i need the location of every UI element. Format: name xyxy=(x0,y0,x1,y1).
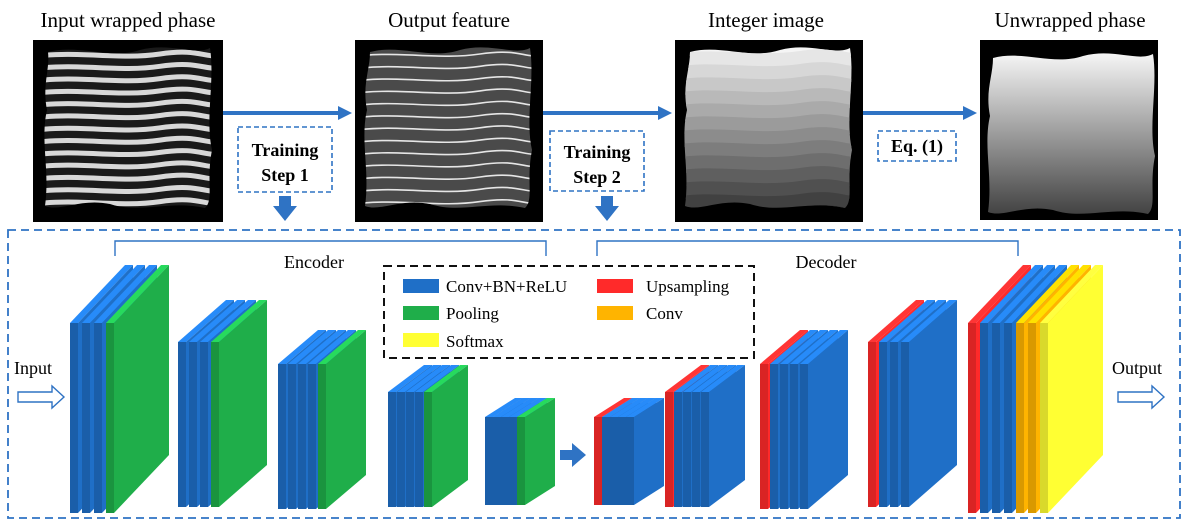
legend-swatch-softmax xyxy=(403,333,439,347)
eq-box: Eq. (1) xyxy=(877,130,957,162)
layer-slab xyxy=(901,300,957,507)
input-arrow-icon xyxy=(17,384,66,410)
feature-line xyxy=(364,198,532,205)
training-step-2-box: Training Step 2 xyxy=(549,130,645,192)
legend-label-upsampling: Upsampling xyxy=(646,277,730,296)
feature-line xyxy=(364,186,532,193)
wrapped-fringe xyxy=(44,98,212,108)
network-layers xyxy=(70,265,1103,513)
network-frame xyxy=(7,229,1181,519)
panel-title-input-wrapped-phase: Input wrapped phase xyxy=(41,8,216,32)
wrapped-fringe xyxy=(44,148,212,158)
layer-slab xyxy=(517,398,555,505)
legend-swatch-conv-bn-relu xyxy=(403,279,439,293)
layer-slab xyxy=(800,330,848,509)
training-step-1-line1: Training xyxy=(252,140,319,160)
arrow-integer-to-unwrapped xyxy=(863,106,977,120)
down-arrow-step-2 xyxy=(595,196,619,221)
training-step-2-line1: Training xyxy=(564,142,631,162)
layer-slab xyxy=(701,365,745,507)
layer-slab xyxy=(424,365,468,507)
training-step-1-box: Training Step 1 xyxy=(237,126,333,193)
bottleneck-arrow-icon xyxy=(560,443,586,467)
input-label: Input xyxy=(14,358,52,378)
panel-title-output-feature: Output feature xyxy=(388,8,510,32)
legend: Conv+BN+ReLU Upsampling Pooling Conv Sof… xyxy=(383,265,755,359)
training-step-1-line2: Step 1 xyxy=(261,165,309,185)
layer-slab xyxy=(318,330,366,509)
decoder-label: Decoder xyxy=(796,252,857,272)
feature-line xyxy=(364,137,532,144)
feature-line xyxy=(364,51,532,57)
layer-slab xyxy=(1040,265,1103,513)
arrow-input-to-feature xyxy=(223,106,352,120)
eq-label: Eq. (1) xyxy=(891,136,943,157)
legend-label-conv-bn-relu: Conv+BN+ReLU xyxy=(446,277,567,296)
legend-swatch-conv xyxy=(597,306,633,320)
feature-line xyxy=(364,174,532,180)
wrapped-fringe xyxy=(44,160,212,170)
panel-title-integer-image: Integer image xyxy=(708,8,824,32)
legend-label-conv: Conv xyxy=(646,304,683,323)
feature-line xyxy=(364,149,532,156)
feature-line xyxy=(364,100,532,107)
encoder-bracket: Encoder xyxy=(114,240,547,272)
layer-slab xyxy=(211,300,267,507)
feature-line xyxy=(364,75,532,82)
training-step-2-line2: Step 2 xyxy=(573,167,621,187)
feature-line xyxy=(364,88,532,94)
wrapped-fringe xyxy=(44,172,212,182)
decoder-bracket: Decoder xyxy=(596,240,1019,272)
layer-slab xyxy=(106,265,169,513)
wrapped-fringe xyxy=(44,61,212,71)
feature-line xyxy=(364,125,532,131)
output-arrow-icon xyxy=(1117,384,1166,410)
down-arrow-step-1 xyxy=(273,196,297,221)
legend-box xyxy=(383,265,755,359)
legend-swatch-pooling xyxy=(403,306,439,320)
unwrapped-phase-image xyxy=(980,40,1158,220)
wrapped-fringe xyxy=(44,123,212,133)
wrapped-fringe xyxy=(44,184,212,194)
panel-title-unwrapped-phase: Unwrapped phase xyxy=(994,8,1145,32)
encoder-label: Encoder xyxy=(284,252,344,272)
integer-image xyxy=(675,40,863,222)
wrapped-fringe xyxy=(44,86,212,96)
legend-label-softmax: Softmax xyxy=(446,332,504,351)
layer-slab xyxy=(626,398,664,505)
legend-swatch-upsampling xyxy=(597,279,633,293)
legend-label-pooling: Pooling xyxy=(446,304,499,323)
wrapped-fringe xyxy=(44,197,212,207)
wrapped-fringe xyxy=(44,74,212,84)
wrapped-fringe xyxy=(44,111,212,121)
wrapped-fringe xyxy=(44,135,212,145)
input-wrapped-phase-image xyxy=(33,40,223,222)
feature-line xyxy=(364,63,532,70)
feature-line xyxy=(364,112,532,119)
arrow-feature-to-integer xyxy=(543,106,672,120)
output-label: Output xyxy=(1112,358,1162,378)
feature-line xyxy=(364,162,532,168)
wrapped-fringe xyxy=(44,49,212,59)
output-feature-image xyxy=(355,40,543,222)
